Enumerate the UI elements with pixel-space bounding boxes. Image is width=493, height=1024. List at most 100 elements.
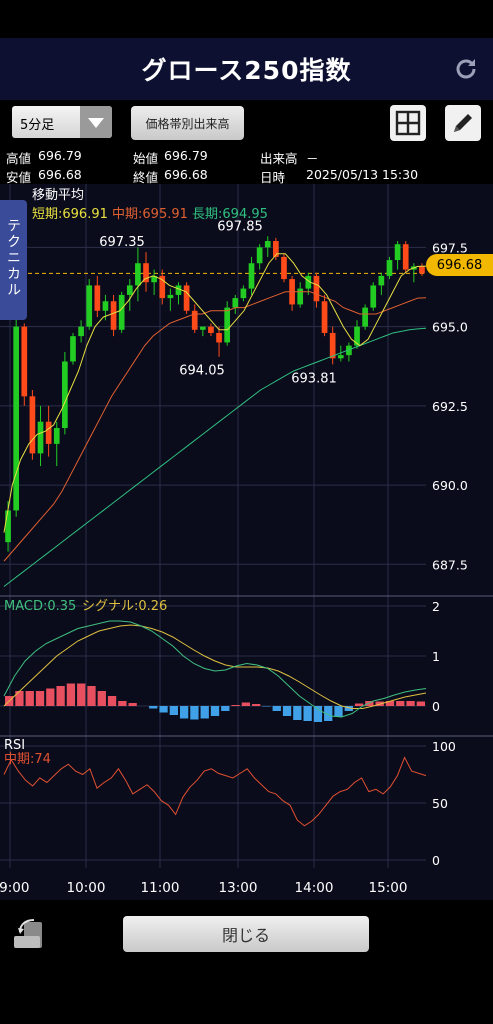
- candle-body: [256, 247, 263, 264]
- reload-icon[interactable]: [453, 56, 479, 82]
- technical-tab[interactable]: テクニカル: [0, 200, 27, 320]
- candle-body: [118, 294, 125, 330]
- candle-body: [281, 256, 287, 280]
- macd-histogram-bar: [344, 706, 353, 711]
- candle-body: [126, 285, 133, 295]
- y-tick-label: 695.0: [432, 320, 468, 335]
- macd-histogram-bar: [35, 691, 45, 706]
- macd-histogram-bar: [15, 691, 24, 706]
- candle-body: [402, 244, 409, 270]
- y-tick-label: 690.0: [432, 478, 468, 493]
- draw-button[interactable]: [445, 105, 481, 141]
- macd-histogram-bar: [149, 706, 158, 709]
- candle-body: [362, 307, 368, 327]
- macd-histogram-bar: [118, 701, 127, 706]
- macd-histogram-bar: [200, 706, 209, 719]
- candle-body: [191, 310, 198, 330]
- close-button[interactable]: 閉じる: [123, 916, 369, 952]
- high-value: 696.79: [38, 148, 82, 163]
- open-label: 始値: [133, 151, 159, 166]
- candle-body: [62, 361, 68, 429]
- macd-histogram-bar: [313, 706, 323, 722]
- macd-histogram-bar: [334, 706, 343, 717]
- macd-histogram-bar: [365, 701, 374, 706]
- candle-body: [208, 326, 214, 333]
- price-chart[interactable]: 697.5 695.0 692.5 690.0 687.5 697.35 697.85 694…: [0, 184, 493, 900]
- macd-histogram-bar: [66, 683, 76, 706]
- y-tick-label: 1: [432, 649, 440, 664]
- y-tick-label: 697.5: [432, 240, 468, 255]
- macd-histogram-bar: [107, 696, 117, 706]
- x-tick-label: 14:00: [295, 880, 334, 896]
- candle-body: [273, 241, 279, 257]
- candle-body: [102, 301, 109, 311]
- candle-body: [386, 260, 393, 276]
- volume-profile-button[interactable]: 価格帯別出来高: [131, 106, 244, 140]
- macd-line: [3, 620, 427, 718]
- x-tick-label: 10:00: [67, 880, 106, 896]
- x-axis-band: [0, 868, 493, 900]
- candle-body: [183, 285, 190, 311]
- macd-histogram-bar: [282, 706, 292, 716]
- y-tick-label: 692.5: [432, 399, 468, 414]
- candle-body: [175, 285, 182, 295]
- candle-body: [110, 301, 117, 330]
- ma-legend: 移動平均 短期:696.91 中期:695.91 長期:694.95: [32, 184, 268, 222]
- interval-select[interactable]: 5分足: [12, 106, 112, 138]
- datetime-label: 日時: [260, 170, 286, 185]
- price-annotation: 697.85: [217, 219, 263, 234]
- candle-body: [5, 510, 11, 543]
- candle-body: [143, 263, 149, 283]
- macd-histogram-bar: [385, 701, 395, 706]
- candle-body: [232, 298, 239, 308]
- price-annotation: 697.35: [99, 235, 145, 250]
- y-tick-label: 2: [432, 599, 440, 614]
- volume-label: 出来高: [260, 151, 298, 166]
- macd-histogram-bar: [25, 691, 34, 706]
- candle-body: [21, 326, 28, 397]
- candle-body: [240, 288, 247, 299]
- candle-body: [167, 294, 174, 299]
- candle-body: [337, 355, 344, 359]
- candle-body: [94, 285, 101, 311]
- macd-histogram-bar: [252, 704, 261, 706]
- macd-histogram-bar: [324, 706, 333, 721]
- candle-body: [135, 263, 141, 286]
- close-value: 696.68: [164, 167, 208, 182]
- candle-body: [354, 326, 360, 346]
- candle-body: [151, 275, 157, 283]
- macd-histogram-bar: [396, 701, 405, 706]
- candle-body: [346, 345, 352, 356]
- datetime-value: 2025/05/13 15:30: [306, 167, 419, 182]
- price-annotation: 694.05: [179, 364, 225, 379]
- y-tick-label: 687.5: [432, 557, 468, 572]
- macd-histogram-bar: [241, 702, 251, 706]
- chevron-down-icon: [80, 106, 112, 138]
- rsi-title: RSI: [4, 738, 25, 753]
- layout-button[interactable]: [390, 105, 426, 141]
- candle-body: [305, 275, 312, 289]
- close-label: 終値: [133, 170, 159, 185]
- candle-body: [321, 301, 328, 333]
- candle-body: [329, 332, 336, 359]
- candle-body: [224, 307, 231, 343]
- macd-histogram-bar: [221, 706, 230, 711]
- price-annotation: 693.81: [291, 371, 337, 386]
- nav-bar: [0, 972, 493, 1024]
- macd-signal-label: シグナル:0.26: [82, 599, 167, 614]
- macd-histogram-bar: [46, 688, 55, 706]
- rotate-screen-icon[interactable]: [10, 916, 48, 952]
- x-tick-label: 09:00: [0, 880, 29, 896]
- open-value: 696.79: [164, 148, 208, 163]
- macd-histogram-bar: [293, 706, 302, 720]
- macd-histogram-bar: [159, 706, 168, 713]
- volume-value: －: [306, 151, 319, 166]
- last-price-badge: 696.68: [426, 254, 493, 276]
- ma-short-line: [3, 253, 427, 533]
- candle-body: [419, 266, 425, 274]
- last-price-value: 696.68: [436, 257, 483, 273]
- macd-histogram-bar: [179, 706, 189, 719]
- macd-histogram-bar: [210, 706, 220, 716]
- macd-histogram-bar: [56, 686, 65, 706]
- macd-histogram-bar: [169, 706, 178, 715]
